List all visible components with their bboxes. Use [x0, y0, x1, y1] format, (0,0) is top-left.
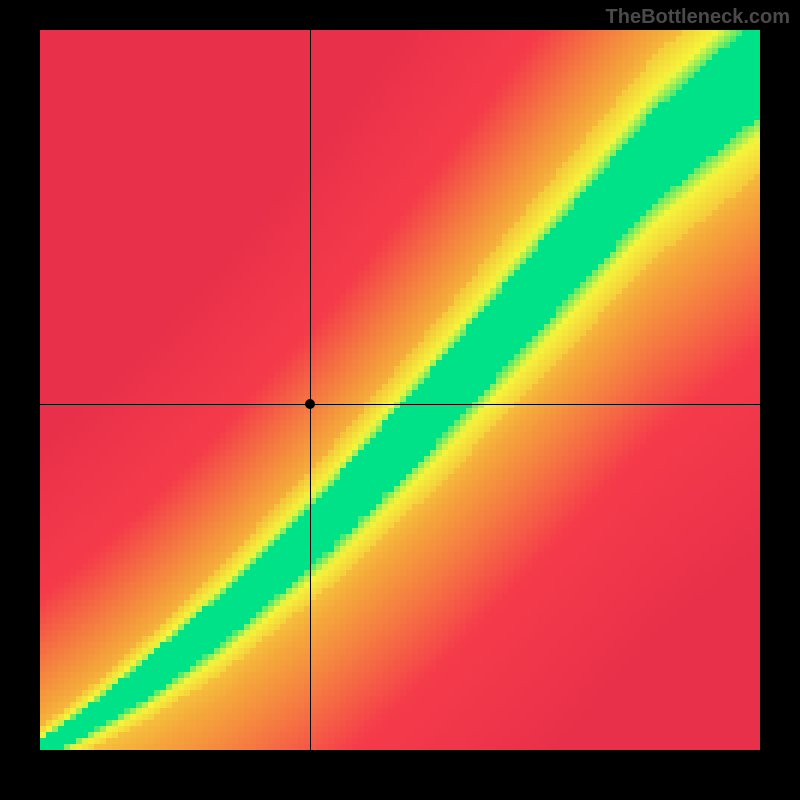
- chart-container: { "watermark": { "text": "TheBottleneck.…: [0, 0, 800, 800]
- data-point-marker: [305, 399, 315, 409]
- heatmap-plot: [40, 30, 760, 750]
- crosshair-horizontal: [40, 404, 760, 405]
- heatmap-canvas: [40, 30, 760, 750]
- watermark-text: TheBottleneck.com: [606, 6, 790, 29]
- crosshair-vertical: [310, 30, 311, 750]
